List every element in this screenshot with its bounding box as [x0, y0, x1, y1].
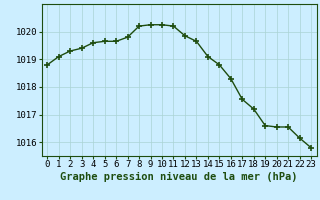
X-axis label: Graphe pression niveau de la mer (hPa): Graphe pression niveau de la mer (hPa)	[60, 172, 298, 182]
